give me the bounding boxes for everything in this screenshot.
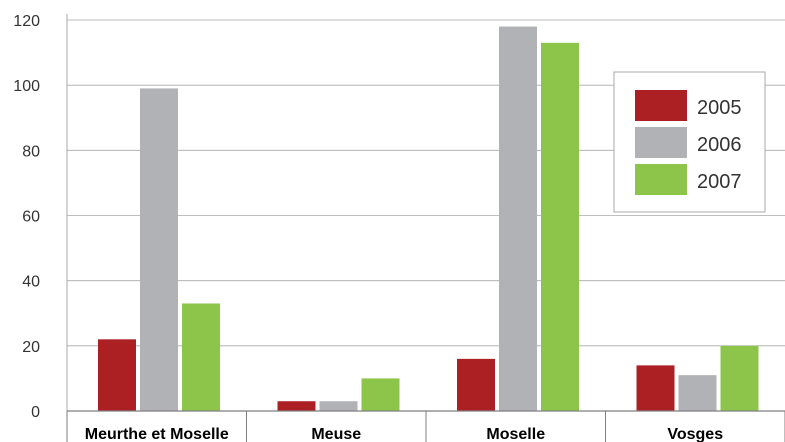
bar-2007-3 [720,345,759,411]
y-tick-label: 100 [13,78,40,95]
bar-2006-1 [319,401,358,411]
legend: 2005 2006 2007 [613,71,766,213]
bar-2006-0 [140,88,178,412]
legend-swatch-2005 [635,90,687,121]
legend-label-2007: 2007 [697,171,742,193]
legend-swatch-2006 [635,127,687,158]
y-tick-label: 80 [22,143,40,160]
legend-label-2006: 2006 [697,134,742,156]
legend-label-2005: 2005 [697,97,742,119]
category-label: Meurthe et Moselle [85,426,229,442]
category-label: Meuse [311,426,361,442]
y-tick-label: 120 [13,13,40,30]
bar-2005-0 [98,339,136,411]
category-label: Vosges [667,426,723,442]
y-tick-label: 40 [22,274,40,291]
bars [98,26,759,412]
y-tick-label: 20 [22,339,40,356]
bar-2006-2 [499,26,537,412]
bar-2006-3 [678,375,717,411]
bar-2007-2 [541,42,579,411]
bar-2007-1 [361,378,400,411]
category-axis: Meurthe et Moselle Meuse Moselle Vosges [66,410,785,442]
y-tick-label: 60 [22,209,40,226]
grid-lines [66,14,785,411]
bar-2005-2 [457,358,495,411]
y-tick-label: 0 [31,404,40,421]
y-axis-ticks: 0 20 40 60 80 100 120 [13,13,40,421]
bar-2007-0 [182,303,220,411]
category-label: Moselle [486,426,545,442]
legend-swatch-2007 [635,164,687,195]
bar-2005-3 [636,365,675,411]
bar-2005-1 [277,401,316,411]
